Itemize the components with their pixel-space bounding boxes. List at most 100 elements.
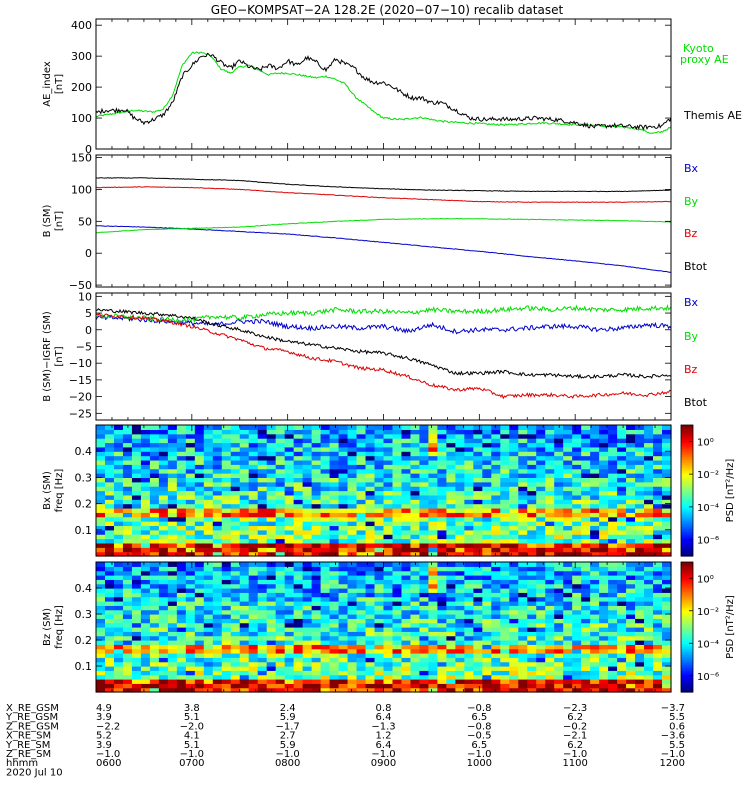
spectrogram-cell: [122, 631, 133, 637]
spectrogram-cell: [266, 481, 277, 487]
spectrogram-cell: [545, 622, 555, 628]
spectrogram-cell: [644, 521, 654, 527]
spectrogram-cell: [527, 507, 537, 513]
spectrogram-cell: [158, 644, 169, 650]
spectrogram-cell: [509, 622, 519, 628]
spectrogram-cell: [275, 687, 286, 693]
spectrogram-cell: [608, 455, 618, 461]
spectrogram-cell: [392, 609, 403, 615]
spectrogram-cell: [455, 683, 465, 689]
spectrogram-cell: [338, 627, 349, 632]
spectrogram-cell: [599, 525, 609, 531]
spectrogram-cell: [266, 601, 277, 606]
spectrogram-cell: [572, 534, 582, 540]
spectrogram-cell: [464, 670, 474, 676]
spectrogram-cell: [437, 542, 447, 548]
spectrogram-cell: [275, 481, 286, 487]
spectrogram-cell: [203, 648, 214, 654]
spectrogram-cell: [464, 683, 474, 689]
spectrogram-cell: [96, 459, 106, 465]
y-tick-label: 0.2: [75, 498, 93, 511]
spectrogram-cell: [545, 542, 555, 548]
spectrogram-cell: [644, 538, 654, 544]
y-tick-label: 0.1: [75, 660, 93, 673]
spectrogram-cell: [473, 596, 483, 602]
spectrogram-cell: [131, 640, 142, 645]
spectrogram-cell: [194, 614, 205, 619]
spectrogram-cell: [653, 683, 663, 689]
spectrogram-cell: [284, 614, 295, 619]
spectrogram-cell: [131, 534, 142, 540]
spectrogram-cell: [185, 661, 196, 667]
spectrogram-cell: [653, 494, 663, 500]
spectrogram-cell: [572, 433, 582, 439]
spectrogram-cell: [563, 433, 573, 439]
spectrogram-cell: [176, 687, 187, 693]
spectrogram-cell: [347, 687, 358, 693]
spectrogram-cell: [446, 605, 456, 611]
spectrogram-cell: [599, 490, 609, 496]
spectrogram-cell: [527, 618, 537, 624]
spectrogram-cell: [599, 429, 609, 435]
colorbar-segment: [681, 659, 693, 662]
spectrogram-cell: [590, 687, 600, 693]
spectrogram-cell: [653, 512, 663, 518]
spectrogram-cell: [203, 473, 214, 478]
spectrogram-cell: [212, 575, 223, 580]
spectrogram-cell: [149, 687, 160, 693]
spectrogram-cell: [482, 640, 492, 645]
spectrogram-cell: [167, 503, 178, 509]
spectrogram-cell: [302, 538, 313, 544]
spectrogram-cell: [311, 661, 322, 667]
spectrogram-cell: [356, 551, 367, 557]
spectrogram-cell: [194, 683, 205, 689]
spectrogram-cell: [329, 683, 340, 689]
spectrogram-cell: [96, 653, 106, 658]
spectrogram-cell: [590, 661, 600, 667]
spectrogram-cell: [536, 601, 546, 606]
spectrogram-cell: [257, 525, 268, 531]
spectrogram-cell: [527, 635, 537, 641]
spectrogram-cell: [266, 618, 277, 624]
spectrogram-cell: [410, 516, 421, 522]
spectrogram-cell: [581, 640, 591, 645]
spectrogram-cell: [158, 566, 169, 572]
spectrogram-cell: [140, 592, 151, 598]
spectrogram-cell: [293, 596, 304, 602]
spectrogram-cell: [131, 429, 142, 435]
spectrogram-cell: [590, 516, 600, 522]
spectrogram-cell: [284, 609, 295, 615]
spectrogram-cell: [554, 622, 564, 628]
spectrogram-cell: [149, 596, 160, 602]
spectrogram-cell: [491, 446, 501, 452]
spectrogram-cell: [428, 687, 438, 693]
spectrogram-cell: [572, 562, 582, 567]
spectrogram-cell: [212, 507, 223, 513]
spectrogram-cell: [302, 425, 313, 430]
spectrogram-cell: [176, 635, 187, 641]
spectrogram-cell: [455, 670, 465, 676]
spectrogram-cell: [590, 473, 600, 478]
spectrogram-cell: [221, 631, 232, 637]
spectrogram-cell: [644, 433, 654, 439]
spectrogram-cell: [608, 468, 618, 474]
spectrogram-cell: [473, 494, 483, 500]
spectrogram-cell: [230, 666, 241, 671]
spectrogram-cell: [599, 588, 609, 593]
spectrogram-cell: [527, 446, 537, 452]
spectrogram-cell: [500, 614, 510, 619]
spectrogram-cell: [653, 562, 663, 567]
spectrogram-cell: [266, 583, 277, 589]
spectrogram-cell: [410, 464, 421, 470]
spectrogram-cell: [383, 605, 394, 611]
spectrogram-cell: [572, 538, 582, 544]
spectrogram-cell: [617, 605, 627, 611]
spectrogram-cell: [167, 468, 178, 474]
spectrogram-cell: [230, 425, 241, 430]
spectrogram-cell: [203, 583, 214, 589]
colorbar-segment: [681, 648, 693, 651]
spectrogram-cell: [500, 596, 510, 602]
spectrogram-cell: [96, 512, 106, 518]
spectrogram-cell: [635, 592, 645, 598]
spectrogram-cell: [545, 547, 555, 553]
